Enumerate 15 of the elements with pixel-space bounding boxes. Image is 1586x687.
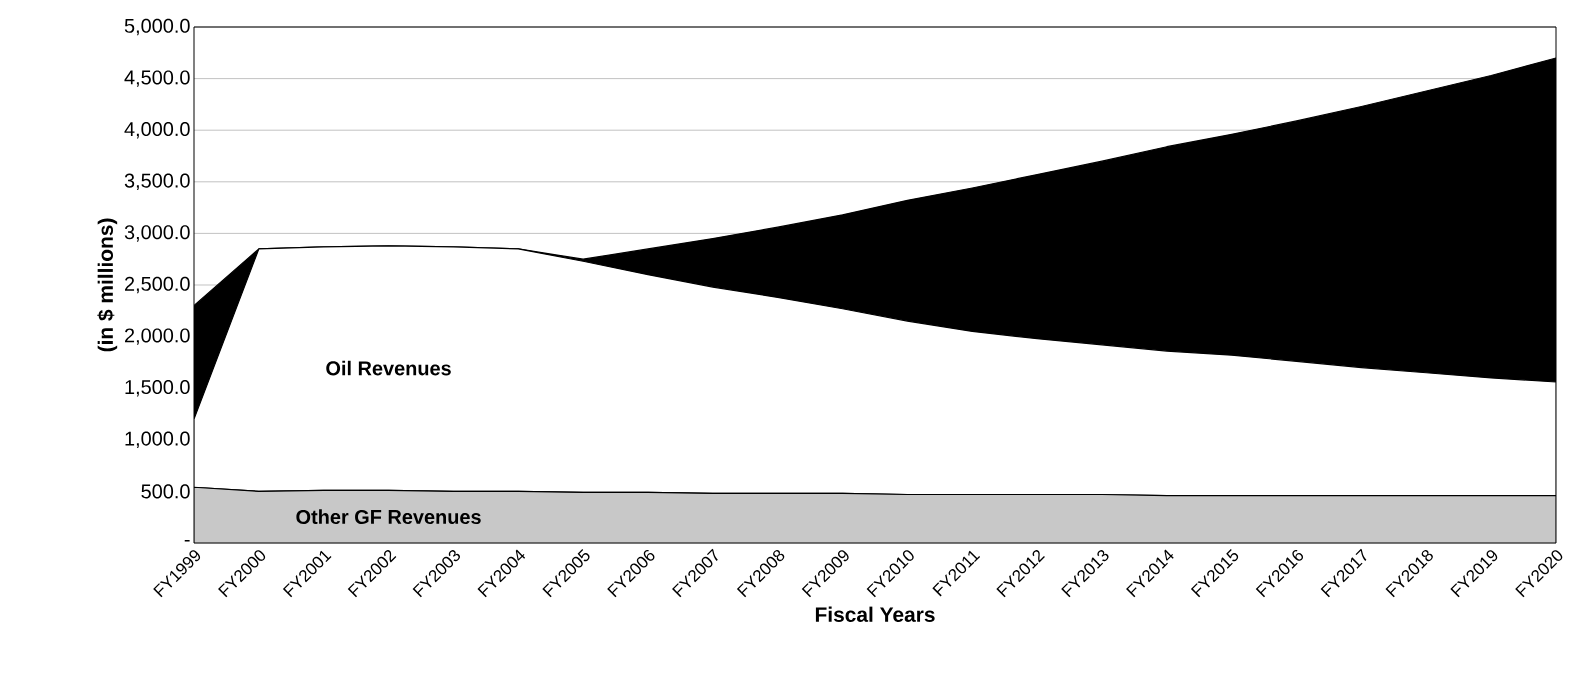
y-tick-label: 2,000.0 <box>125 328 190 345</box>
series-label: Other GF Revenues <box>296 509 481 524</box>
y-tick-label: 1,500.0 <box>125 379 190 397</box>
x-axis-title: Fiscal Years <box>815 606 935 622</box>
y-tick-label: - <box>184 539 190 542</box>
series-label: Oil Revenues <box>326 360 451 376</box>
y-tick-label: 3,500.0 <box>124 173 190 191</box>
y-tick-label: 1,000.0 <box>125 431 190 449</box>
y-axis-title: (in $ millions) <box>97 218 118 352</box>
y-tick-label: 2,500.0 <box>125 276 190 294</box>
y-tick-label: 500.0 <box>141 484 190 499</box>
y-tick-label: 3,000.0 <box>124 225 190 242</box>
y-tick-label: 4,500.0 <box>124 70 190 87</box>
y-tick-label: 5,000.0 <box>124 18 190 36</box>
y-tick-label: 4,000.0 <box>124 121 190 139</box>
